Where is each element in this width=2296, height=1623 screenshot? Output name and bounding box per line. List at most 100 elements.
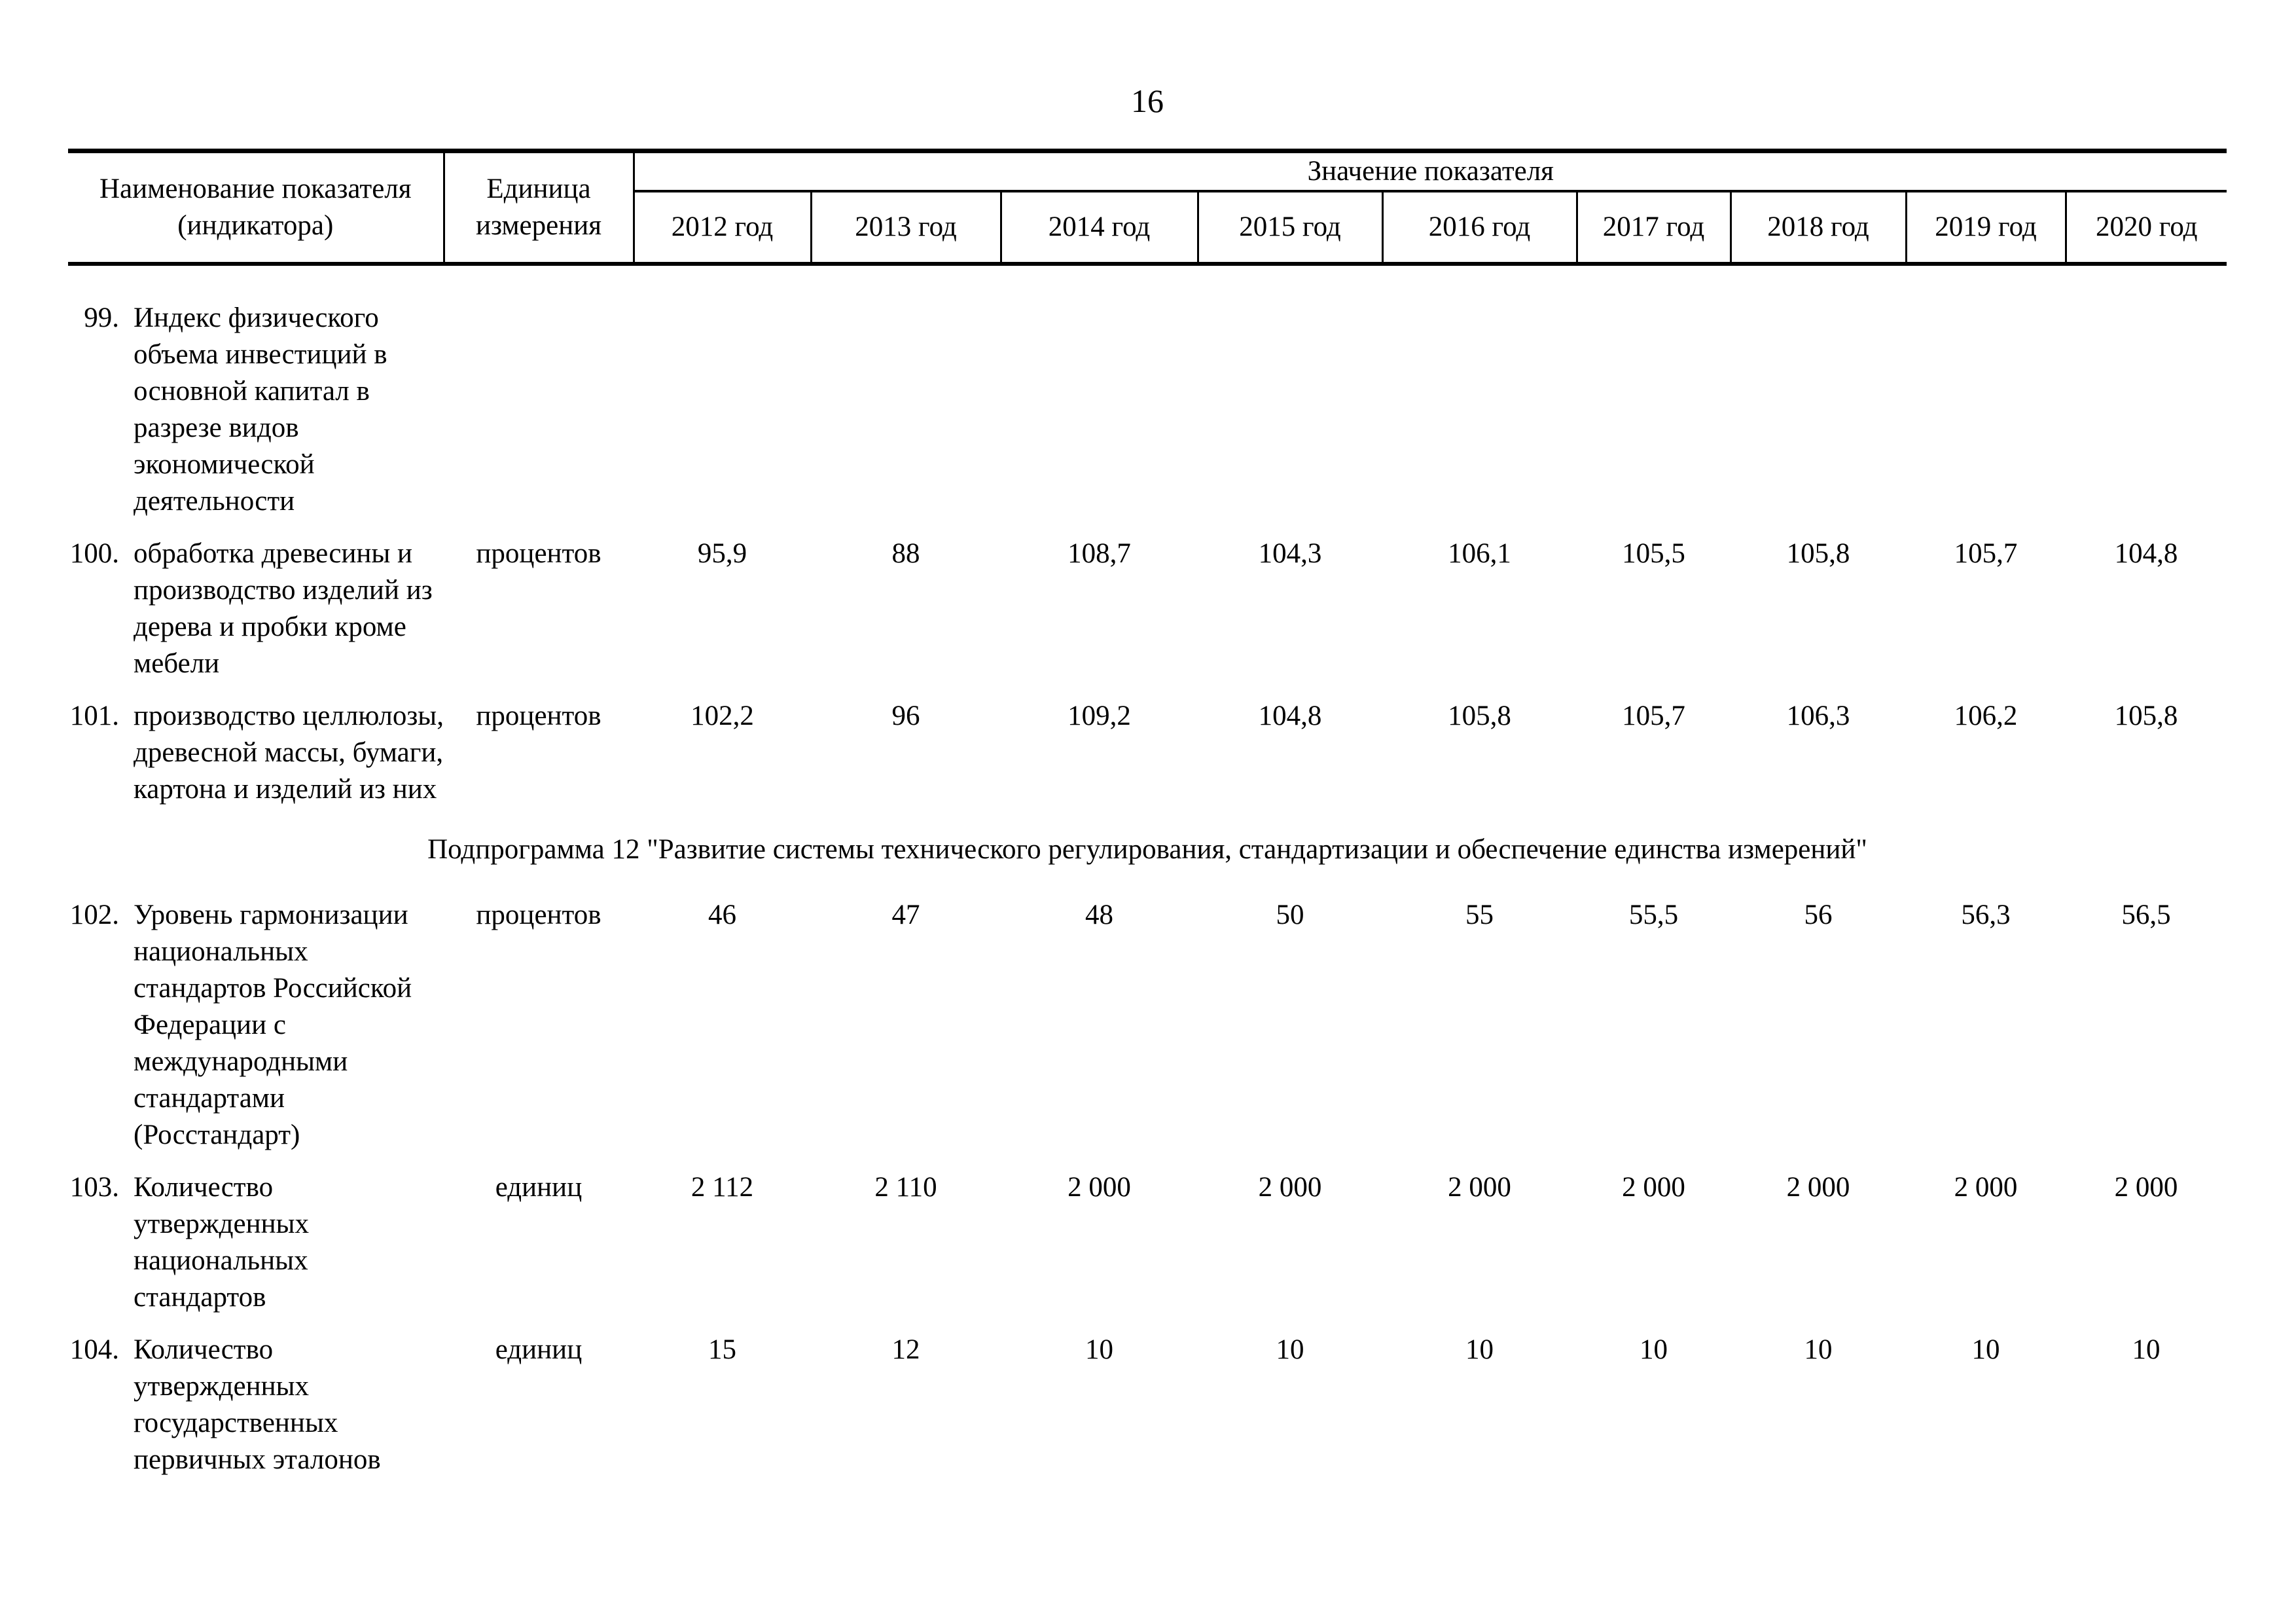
year-column-header: 2017 год — [1575, 191, 1731, 266]
indicator-name: Индекс физического объема инвестиций в о… — [134, 302, 387, 517]
value-cell: 2 000 — [1067, 1172, 1131, 1203]
value-cell: 105,5 — [1622, 538, 1685, 569]
indicator-name-cell: 102. Уровень гармонизации национальных с… — [68, 897, 444, 1169]
years-header-row: 2012 год 2013 год 2014 год 2015 год 2016 год… — [68, 191, 2227, 266]
value-cell: 2 112 — [691, 1172, 754, 1203]
value-cell — [1906, 264, 2066, 536]
year-column-header: 2018 год — [1729, 191, 1906, 266]
row-number: 104. — [69, 1334, 119, 1365]
value-cell: 15 — [708, 1334, 736, 1365]
value-cell: 106,3 — [1786, 701, 1850, 731]
unit-cell: процентов — [476, 900, 601, 930]
unit-cell — [444, 264, 634, 536]
value-cell: 102,2 — [691, 701, 754, 731]
indicator-name: Количество утвержденных национальных ста… — [134, 1172, 310, 1313]
year-column-header: 2019 год — [1905, 191, 2066, 266]
year-column-header: 2015 год — [1196, 191, 1382, 266]
row-number: 99. — [84, 302, 119, 333]
unit-cell: процентов — [476, 701, 601, 731]
indicators-table: Наименование показателя (индикатора) Еди… — [68, 149, 2227, 1494]
value-cell — [811, 264, 1001, 536]
value-cell: 2 000 — [1448, 1172, 1511, 1203]
subprogram-heading-row: Подпрограмма 12 "Развитие системы технич… — [68, 824, 2227, 897]
column-header-unit: Единица измерения — [444, 149, 635, 266]
value-cell: 10 — [1971, 1334, 2000, 1365]
value-cell: 2 000 — [1954, 1172, 2018, 1203]
row-number: 103. — [69, 1172, 119, 1203]
value-cell: 96 — [891, 701, 920, 731]
value-cell: 105,8 — [2114, 701, 2178, 731]
value-cell — [1382, 264, 1577, 536]
value-cell: 56,3 — [1961, 900, 2011, 930]
table-row: 102. Уровень гармонизации национальных с… — [68, 897, 2227, 1169]
row-number: 101. — [69, 701, 119, 731]
unit-cell: процентов — [476, 538, 601, 569]
value-cell: 10 — [1085, 1334, 1113, 1365]
year-column-header: 2013 год — [810, 191, 1001, 266]
value-cell: 95,9 — [697, 538, 747, 569]
value-cell — [1001, 264, 1198, 536]
value-cell: 10 — [1804, 1334, 1833, 1365]
table-row: 103. Количество утвержденных национальны… — [68, 1169, 2227, 1332]
value-cell: 106,1 — [1448, 538, 1511, 569]
indicator-name-cell: 100. обработка древесины и производство … — [68, 536, 444, 698]
value-cell — [634, 264, 811, 536]
value-cell — [1577, 264, 1731, 536]
value-cell: 2 000 — [1258, 1172, 1322, 1203]
value-cell: 109,2 — [1067, 701, 1131, 731]
indicator-name: Уровень гармонизации национальных станда… — [134, 900, 412, 1150]
value-cell: 47 — [891, 900, 920, 930]
value-cell — [2066, 264, 2227, 536]
row-number: 100. — [69, 538, 119, 569]
value-cell: 55,5 — [1628, 900, 1679, 930]
value-cell — [1198, 264, 1382, 536]
page-number: 16 — [1131, 82, 1164, 119]
subprogram-heading: Подпрограмма 12 "Развитие системы технич… — [427, 834, 1867, 865]
table-row: 104. Количество утвержденных государстве… — [68, 1332, 2227, 1494]
year-column-header: 2016 год — [1381, 191, 1577, 266]
value-cell: 2 000 — [2114, 1172, 2178, 1203]
value-cell: 55 — [1465, 900, 1494, 930]
value-cell: 10 — [1276, 1334, 1304, 1365]
indicator-name: производство целлюлозы, древесной массы,… — [134, 701, 444, 805]
indicator-name-cell: 103. Количество утвержденных национальны… — [68, 1169, 444, 1332]
value-cell: 105,8 — [1786, 538, 1850, 569]
table-row: 101. производство целлюлозы, древесной м… — [68, 698, 2227, 824]
indicator-name: обработка древесины и производство издел… — [134, 538, 433, 679]
value-cell: 105,8 — [1448, 701, 1511, 731]
value-cell: 2 000 — [1786, 1172, 1850, 1203]
value-cell: 48 — [1085, 900, 1113, 930]
table-row: 100. обработка древесины и производство … — [68, 536, 2227, 698]
year-column-header: 2020 год — [2064, 191, 2227, 266]
value-cell: 12 — [891, 1334, 920, 1365]
value-cell: 108,7 — [1067, 538, 1131, 569]
value-cell: 50 — [1276, 900, 1304, 930]
value-cell: 106,2 — [1954, 701, 2018, 731]
table-row: 99. Индекс физического объема инвестиций… — [68, 264, 2227, 536]
value-cell: 104,8 — [1258, 701, 1322, 731]
value-cell: 88 — [891, 538, 920, 569]
indicator-name-cell: 99. Индекс физического объема инвестиций… — [68, 264, 444, 536]
value-cell: 104,3 — [1258, 538, 1322, 569]
value-cell: 56 — [1804, 900, 1833, 930]
unit-cell: единиц — [495, 1172, 583, 1203]
year-column-header: 2014 год — [999, 191, 1198, 266]
indicator-name-cell: 101. производство целлюлозы, древесной м… — [68, 698, 444, 824]
value-cell: 104,8 — [2114, 538, 2178, 569]
value-cell: 2 000 — [1622, 1172, 1685, 1203]
indicator-name-cell: 104. Количество утвержденных государстве… — [68, 1332, 444, 1494]
value-cell: 10 — [1640, 1334, 1668, 1365]
value-cell: 10 — [2132, 1334, 2161, 1365]
table-header: Наименование показателя (индикатора) Еди… — [68, 149, 2227, 266]
value-cell: 2 110 — [874, 1172, 937, 1203]
column-header-values-group: Значение показателя — [634, 149, 2227, 192]
table-body: 99. Индекс физического объема инвестиций… — [68, 264, 2227, 1494]
year-column-header: 2012 год — [634, 191, 811, 266]
value-cell: 46 — [708, 900, 736, 930]
value-cell: 10 — [1465, 1334, 1494, 1365]
value-cell: 56,5 — [2121, 900, 2171, 930]
row-number: 102. — [69, 900, 119, 930]
value-cell: 105,7 — [1622, 701, 1685, 731]
column-header-indicator-name: Наименование показателя (индикатора) — [68, 149, 445, 266]
